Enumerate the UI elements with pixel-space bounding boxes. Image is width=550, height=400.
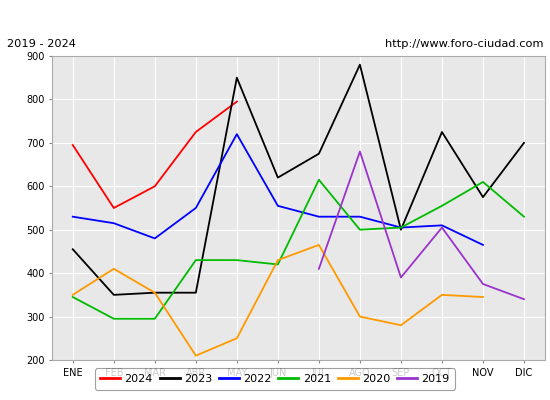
Text: http://www.foro-ciudad.com: http://www.foro-ciudad.com — [385, 39, 543, 49]
Text: 2019 - 2024: 2019 - 2024 — [7, 39, 75, 49]
Legend: 2024, 2023, 2022, 2021, 2020, 2019: 2024, 2023, 2022, 2021, 2020, 2019 — [95, 368, 455, 390]
Text: Evolucion Nº Turistas Extranjeros en el municipio de Ejea de los Caballeros: Evolucion Nº Turistas Extranjeros en el … — [62, 11, 488, 21]
